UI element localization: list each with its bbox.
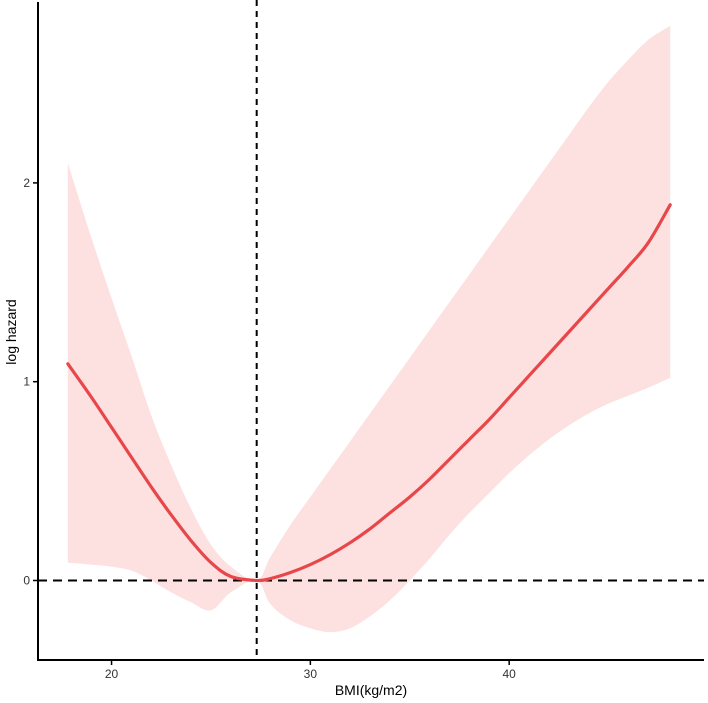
x-tick-label: 20 <box>105 667 119 681</box>
x-tick-label: 40 <box>502 667 516 681</box>
x-tick-label: 30 <box>304 667 318 681</box>
y-tick-label: 2 <box>23 176 30 190</box>
confidence-band <box>67 25 671 633</box>
x-axis-title: BMI(kg/m2) <box>335 682 407 698</box>
labels-layer: 0 1 2 20 30 40 BMI(kg/m2) log hazard <box>3 176 516 698</box>
hazard-curve-layer <box>66 203 672 583</box>
y-tick-label: 0 <box>23 573 30 587</box>
y-tick-label: 1 <box>23 375 30 389</box>
confidence-band-layer <box>67 25 671 633</box>
axes-layer <box>33 2 704 665</box>
hazard-curve <box>66 203 672 583</box>
y-axis-title: log hazard <box>3 299 19 364</box>
reference-lines-layer <box>38 0 704 660</box>
